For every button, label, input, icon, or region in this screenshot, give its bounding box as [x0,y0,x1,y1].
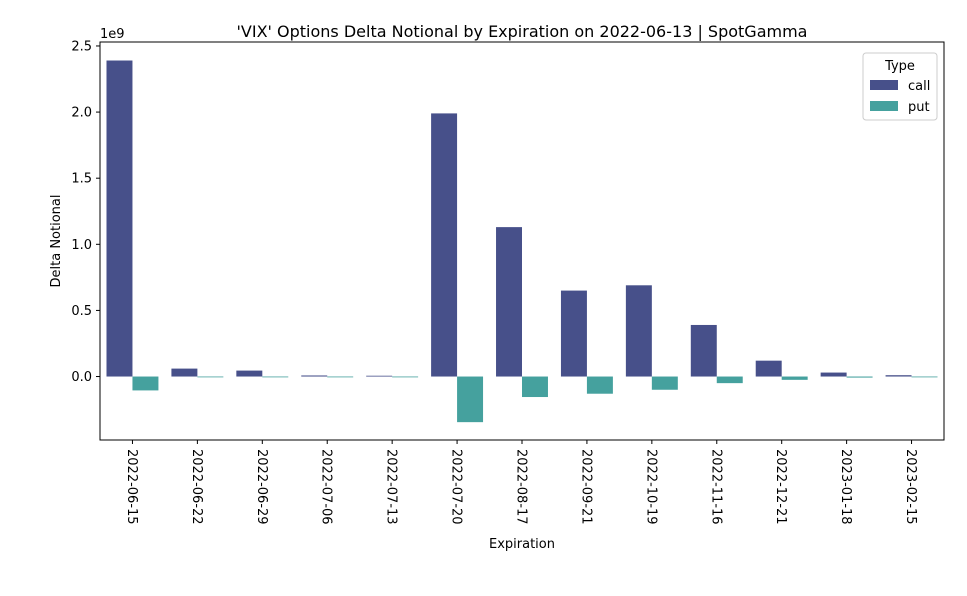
legend: Type call put [862,52,938,121]
x-tick-label: 2022-12-21 [773,449,788,525]
x-tick-label: 2022-06-15 [124,449,139,525]
bar-call-2023-01-18 [820,372,847,377]
bar-call-2022-06-22 [171,368,198,377]
chart-title: 'VIX' Options Delta Notional by Expirati… [237,22,808,41]
bar-put-2022-06-15 [132,376,159,391]
bar-put-2022-06-29 [262,376,289,378]
bar-call-2022-10-19 [625,285,652,377]
bar-put-2022-08-17 [522,376,548,398]
legend-label-call: call [908,79,930,94]
legend-swatch-call [870,80,898,90]
bar-call-2022-06-15 [106,60,133,377]
y-tick-label: 0.5 [71,304,92,319]
bar-put-2022-07-20 [457,376,484,423]
bar-call-2022-07-20 [431,113,458,377]
y-axis-label: Delta Notional [49,195,64,288]
legend-items: call put [870,79,930,115]
plot-area [99,41,945,441]
x-tick-label: 2022-06-29 [254,449,269,525]
bar-call-2022-09-21 [560,290,587,377]
bar-put-2022-09-21 [586,376,613,394]
y-tick-label: 2.0 [71,106,92,121]
x-tick-label: 2022-07-13 [384,449,399,525]
bar-call-2022-07-06 [301,375,328,377]
bar-put-2022-12-21 [781,376,808,380]
bars [106,60,938,423]
y-tick-label: 1.0 [71,238,92,253]
bar-call-2022-07-13 [366,375,393,377]
legend-swatch-put [870,101,898,111]
x-tick-label: 2022-11-16 [708,449,723,525]
bar-put-2023-02-15 [911,376,938,378]
y-tick-label: 1.5 [71,172,92,187]
x-tick-label: 2022-08-17 [514,449,529,525]
y-axis: 0.0 0.5 1.0 1.5 2.0 2.5 [71,39,100,385]
y-offset-label: 1e9 [100,27,125,42]
bar-put-2022-10-19 [651,376,678,390]
x-axis-label: Expiration [489,537,555,552]
bar-put-2023-01-18 [846,376,873,378]
bar-put-2022-07-13 [392,376,419,378]
x-tick-label: 2022-06-22 [189,449,204,525]
x-tick-label: 2022-07-06 [319,449,334,525]
legend-title: Type [884,59,915,74]
bar-call-2022-11-16 [690,324,717,377]
x-tick-label: 2023-01-18 [838,449,853,525]
bar-put-2022-07-06 [327,376,354,378]
bar-call-2022-12-21 [755,360,782,377]
x-tick-label: 2022-09-21 [578,449,593,525]
x-axis: 2022-06-15 2022-06-22 2022-06-29 2022-07-06… [124,440,918,525]
y-tick-label: 0.0 [71,370,92,385]
bar-call-2022-08-17 [496,227,522,377]
x-tick-label: 2023-02-15 [903,449,918,525]
x-tick-label: 2022-07-20 [449,449,464,525]
legend-label-put: put [908,100,930,115]
bar-call-2023-02-15 [885,375,912,377]
x-tick-label: 2022-10-19 [643,449,658,525]
bar-put-2022-06-22 [197,376,224,378]
y-tick-label: 2.5 [71,39,92,54]
bar-put-2022-11-16 [716,376,743,384]
bar-call-2022-06-29 [236,370,263,377]
